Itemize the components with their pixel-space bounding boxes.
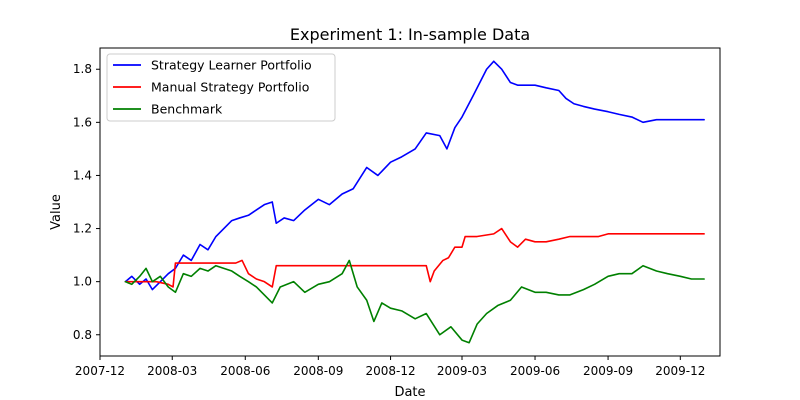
x-tick-label: 2009-09 <box>583 364 633 378</box>
legend-label: Strategy Learner Portfolio <box>151 58 312 73</box>
legend-box <box>106 53 336 122</box>
x-tick-label: 2008-06 <box>220 364 270 378</box>
legend-label: Manual Strategy Portfolio <box>151 80 309 95</box>
y-tick-label: 1.4 <box>73 168 92 182</box>
x-tick-label: 2008-09 <box>293 364 343 378</box>
x-tick-label: 2008-03 <box>147 364 197 378</box>
y-axis-label: Value <box>49 194 64 230</box>
x-tick-label: 2007-12 <box>75 364 125 378</box>
x-tick-label: 2008-12 <box>365 364 415 378</box>
y-tick-label: 1.0 <box>73 275 92 289</box>
series-line-benchmark <box>124 259 705 344</box>
chart-title: Experiment 1: In-sample Data <box>290 25 530 44</box>
x-tick-label: 2009-06 <box>510 364 560 378</box>
x-tick-label: 2009-03 <box>437 364 487 378</box>
y-tick-label: 1.2 <box>73 222 92 236</box>
legend-label: Benchmark <box>151 102 223 117</box>
y-tick-label: 0.8 <box>73 328 92 342</box>
legend: Strategy Learner Portfolio Manual Strateg… <box>106 53 336 122</box>
series-layer <box>124 60 705 344</box>
x-axis: 2007-12 2008-03 2008-06 2008-09 2008-12 2009-… <box>75 356 705 378</box>
y-axis: 0.8 1.0 1.2 1.4 1.6 1.8 <box>73 62 100 342</box>
y-tick-label: 1.6 <box>73 115 92 129</box>
x-tick-label: 2009-12 <box>655 364 705 378</box>
series-line-manual-strategy-portfolio <box>124 227 705 288</box>
x-axis-label: Date <box>394 385 425 400</box>
y-tick-label: 1.8 <box>73 62 92 76</box>
series-line-strategy-learner-portfolio <box>124 60 705 291</box>
plot-frame <box>99 47 721 357</box>
